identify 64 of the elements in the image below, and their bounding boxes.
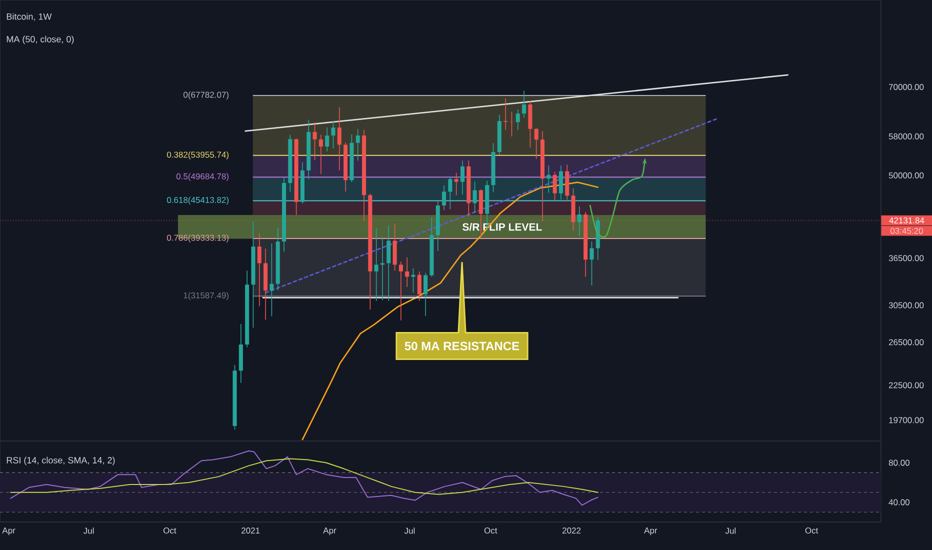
candlestick (331, 121, 336, 149)
ref-line-label: 42131.84 (889, 217, 924, 224)
text: RSI (14, close, SMA, 14, 2) (6, 456, 115, 466)
candlestick (405, 257, 410, 288)
x-tick-label: Apr (644, 528, 658, 536)
y-tick-label: 40.00 (888, 499, 910, 506)
candlestick (356, 128, 360, 162)
x-tick-label: Oct (484, 528, 498, 534)
candlestick (558, 165, 563, 200)
x-tick-label: Jul (725, 528, 736, 534)
candlestick (504, 98, 508, 130)
x-tick-label: Jul (404, 528, 415, 534)
ref-line-label: 1(31587.49) (184, 292, 229, 300)
candlestick (454, 172, 458, 196)
text: MA (50, close, 0) (6, 36, 74, 44)
candlestick (411, 268, 416, 294)
candlestick (472, 181, 477, 214)
y-tick-label: 50000.00 (888, 172, 924, 178)
x-tick-label: 2021 (242, 528, 260, 534)
candlestick (325, 127, 330, 152)
x-tick-label: Oct (163, 528, 176, 534)
y-tick-label: 26500.00 (888, 339, 924, 346)
annotation: 50 MA RESISTANCE (404, 342, 520, 350)
candlestick (257, 232, 262, 307)
x-tick-label: Oct (805, 528, 818, 534)
x-tick-label: Apr (2, 528, 16, 536)
candlestick (312, 122, 317, 161)
y-tick-label: 58000.00 (888, 133, 924, 140)
ref-line-label: 0(67782.07) (184, 92, 229, 100)
y-tick-label: 36500.00 (888, 255, 924, 262)
candlestick (460, 160, 465, 195)
text: 03:45:20 (890, 228, 923, 234)
candlestick (516, 108, 520, 131)
candlestick (590, 241, 594, 286)
candlestick (522, 90, 526, 118)
y-tick-label: 22500.00 (888, 382, 924, 388)
candlestick (448, 177, 452, 210)
candlestick (546, 164, 551, 194)
candlestick (552, 171, 557, 201)
candlestick (424, 272, 428, 316)
x-tick-label: Jul (84, 528, 94, 534)
y-tick-label: 19700.00 (889, 417, 924, 424)
candlestick (337, 106, 342, 171)
candlestick (417, 271, 422, 302)
candlestick (577, 206, 582, 237)
candlestick (398, 261, 403, 321)
x-tick-label: 2022 (562, 528, 581, 534)
ref-line-label: 0.786(39333.13) (166, 234, 229, 242)
candlestick (318, 134, 323, 174)
candlestick (374, 228, 378, 302)
ref-line-label: 0.5(49684.78) (176, 173, 229, 182)
x-tick-label: Apr (323, 528, 336, 536)
candlestick (380, 236, 384, 301)
y-tick-label: 70000.00 (888, 84, 924, 90)
ref-line-label: 0.618(45413.82) (166, 196, 229, 205)
y-tick-label: 30500.00 (888, 302, 924, 308)
ref-line-label: 0.382(53955.74) (166, 151, 229, 160)
candlestick (534, 128, 538, 160)
candlestick (392, 223, 397, 272)
candlestick (270, 243, 274, 317)
candlestick (442, 184, 446, 211)
y-tick-label: 80.00 (888, 460, 910, 466)
text: Bitcoin, 1W (6, 13, 52, 21)
candlestick (386, 225, 391, 302)
